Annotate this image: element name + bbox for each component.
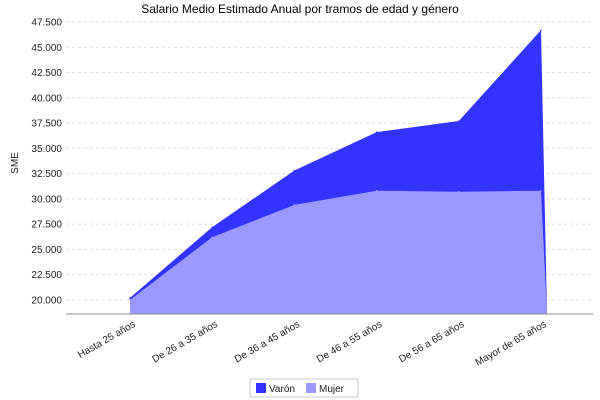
area-series bbox=[129, 29, 547, 315]
y-tick-label: 35.000 bbox=[31, 144, 62, 155]
legend: Varón Mujer bbox=[249, 378, 359, 398]
y-tick-label: 45.000 bbox=[31, 43, 62, 54]
data-point bbox=[129, 299, 131, 301]
y-tick-label: 47.500 bbox=[31, 18, 62, 29]
data-point bbox=[540, 29, 542, 31]
y-tick-label: 30.000 bbox=[31, 194, 62, 205]
legend-swatch bbox=[256, 383, 266, 393]
x-tick-label: De 26 a 35 años bbox=[151, 319, 220, 365]
legend-label: Mujer bbox=[319, 384, 345, 395]
data-point bbox=[293, 204, 296, 206]
legend-label: Varón bbox=[269, 384, 295, 395]
data-point bbox=[375, 131, 378, 133]
y-tick-label: 20.000 bbox=[31, 295, 62, 306]
x-tick-label: Hasta 25 años bbox=[76, 319, 137, 361]
y-tick-label: 27.500 bbox=[31, 220, 62, 231]
y-axis-title: SME bbox=[10, 152, 21, 174]
data-point bbox=[211, 226, 213, 228]
legend-swatch bbox=[306, 383, 316, 393]
data-point bbox=[129, 297, 131, 299]
x-tick-labels: Hasta 25 años De 26 a 35 años De 36 a 45 a… bbox=[76, 319, 548, 369]
y-tick-labels: 20.000 22.500 25.000 27.500 30.000 32.500 35.0… bbox=[31, 18, 62, 307]
y-tick-label: 32.500 bbox=[31, 169, 62, 180]
x-tick-label: De 36 a 45 años bbox=[233, 319, 302, 365]
data-point bbox=[211, 236, 213, 239]
chart-title: Salario Medio Estimado Anual por tramos … bbox=[141, 2, 459, 16]
x-tick-label: De 46 a 55 años bbox=[315, 319, 384, 365]
y-tick-label: 25.000 bbox=[31, 245, 62, 256]
data-point bbox=[293, 169, 296, 172]
area-mujer bbox=[130, 190, 547, 314]
data-point bbox=[458, 120, 460, 122]
data-point bbox=[540, 189, 542, 192]
y-tick-label: 22.500 bbox=[31, 270, 62, 281]
y-tick-label: 37.500 bbox=[31, 119, 62, 130]
data-point bbox=[458, 190, 460, 193]
y-tick-label: 42.500 bbox=[31, 68, 62, 79]
y-tick-label: 40.000 bbox=[31, 93, 62, 104]
data-point bbox=[375, 189, 378, 192]
x-tick-label: Mayor de 65 años bbox=[474, 319, 549, 369]
x-tick-label: De 56 a 65 años bbox=[397, 319, 466, 365]
legend-box bbox=[249, 378, 359, 398]
